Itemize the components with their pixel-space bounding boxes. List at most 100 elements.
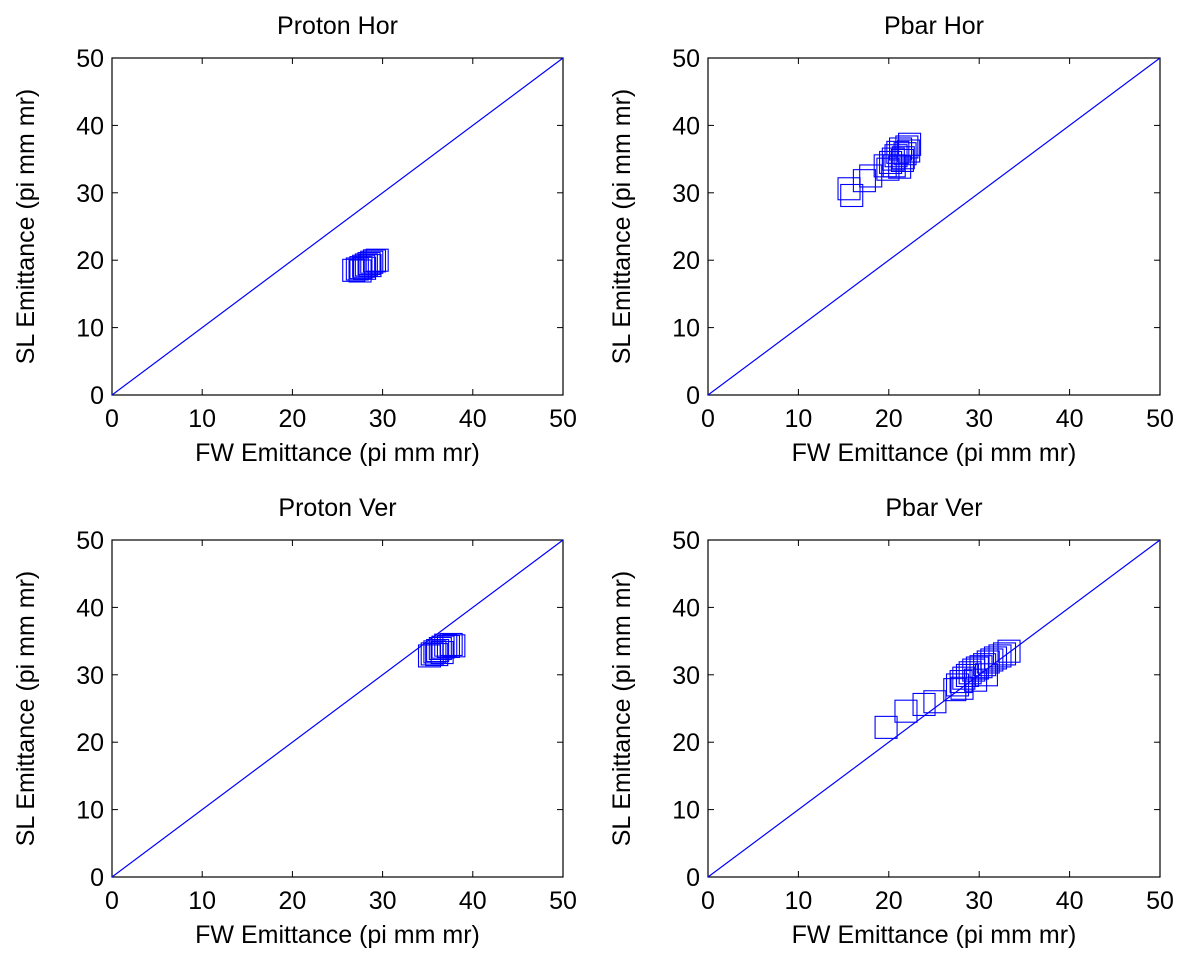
y-axis-label: SL Emittance (pi mm mr): [608, 571, 636, 847]
data-point: [992, 642, 1017, 666]
data-point: [897, 139, 921, 163]
y-tick-label: 0: [90, 864, 104, 892]
x-tick-label: 20: [875, 405, 903, 433]
data-point: [348, 259, 372, 283]
data-point: [345, 257, 369, 281]
x-tick-label: 50: [1146, 405, 1174, 433]
y-tick-label: 40: [76, 594, 104, 622]
x-axis-label: FW Emittance (pi mm mr): [792, 439, 1077, 467]
x-tick-label: 50: [549, 405, 577, 433]
x-tick-label: 0: [105, 887, 119, 915]
data-point: [974, 663, 998, 687]
x-axis-label: FW Emittance (pi mm mr): [195, 439, 480, 467]
data-point: [894, 699, 918, 723]
data-point: [353, 256, 377, 280]
y-axis-label: SL Emittance (pi mm mr): [608, 89, 636, 365]
x-tick-label: 0: [105, 405, 119, 433]
x-tick-label: 20: [875, 887, 903, 915]
reference-line: [111, 57, 564, 396]
x-tick-label: 40: [1056, 887, 1084, 915]
data-point: [888, 155, 912, 179]
chart-panel-4: Pbar Ver 0 10 20 30 40 50 0 10 20 30 40 50 FW Emittan…: [608, 494, 1174, 949]
chart-title: Proton Ver: [278, 494, 396, 522]
x-tick-label: 40: [459, 405, 487, 433]
x-tick-label: 0: [701, 887, 715, 915]
data-point: [442, 634, 466, 658]
x-tick-label: 10: [188, 887, 216, 915]
data-point: [358, 254, 382, 278]
data-point: [436, 634, 460, 659]
y-tick-label: 0: [90, 382, 104, 410]
x-tick-label: 30: [369, 887, 397, 915]
data-point: [859, 164, 883, 188]
x-tick-label: 30: [965, 887, 993, 915]
reference-line: [111, 539, 564, 878]
x-tick-label: 20: [278, 405, 306, 433]
data-point: [923, 690, 947, 714]
data-point: [357, 252, 381, 276]
y-axis-label: SL Emittance (pi mm mr): [12, 571, 40, 847]
y-tick-label: 10: [76, 797, 104, 825]
data-point: [852, 169, 876, 193]
data-point: [439, 632, 463, 657]
y-tick-label: 0: [686, 382, 700, 410]
y-axis-label: SL Emittance (pi mm mr): [12, 89, 40, 365]
data-point: [980, 648, 1004, 672]
data-point: [890, 148, 914, 172]
x-tick-label: 10: [188, 405, 216, 433]
data-point: [881, 147, 905, 171]
x-tick-label: 40: [1056, 405, 1084, 433]
x-tick-label: 40: [459, 887, 487, 915]
data-point: [945, 673, 970, 697]
x-axis-label: FW Emittance (pi mm mr): [195, 921, 480, 949]
chart-title: Proton Hor: [277, 12, 398, 40]
y-tick-label: 50: [672, 45, 700, 73]
chart-title: Pbar Hor: [884, 12, 984, 40]
data-point: [362, 249, 387, 273]
data-point: [360, 250, 384, 274]
chart-panel-1: Proton Hor 0 10 20 30 40 50 0 10 20 30 40 50 FW Emitt…: [12, 12, 577, 467]
chart-title: Pbar Ver: [885, 494, 982, 522]
y-tick-label: 10: [672, 797, 700, 825]
y-tick-label: 50: [76, 527, 104, 555]
y-tick-label: 10: [76, 315, 104, 343]
y-tick-label: 40: [76, 112, 104, 140]
data-point: [898, 132, 922, 156]
y-tick-label: 30: [76, 180, 104, 208]
y-tick-label: 30: [672, 662, 700, 690]
x-tick-label: 10: [784, 887, 812, 915]
reference-line: [707, 539, 1161, 878]
y-tick-label: 40: [672, 594, 700, 622]
data-point: [891, 146, 915, 170]
y-tick-label: 50: [672, 527, 700, 555]
x-tick-label: 0: [701, 405, 715, 433]
x-tick-label: 50: [549, 887, 577, 915]
data-point: [950, 676, 974, 700]
x-tick-label: 20: [278, 887, 306, 915]
y-tick-label: 30: [672, 180, 700, 208]
data-point: [434, 633, 458, 657]
data-point: [840, 183, 864, 208]
y-tick-label: 20: [76, 247, 104, 275]
data-point: [983, 646, 1008, 670]
y-tick-label: 50: [76, 45, 104, 73]
y-tick-label: 10: [672, 315, 700, 343]
y-tick-label: 40: [672, 112, 700, 140]
data-point: [430, 641, 454, 665]
x-axis-label: FW Emittance (pi mm mr): [792, 921, 1077, 949]
chart-panel-3: Proton Ver 0 10 20 30 40 50 0 10 20 30 40 50 FW Emitt…: [12, 494, 577, 949]
data-point: [837, 177, 861, 201]
x-tick-label: 30: [369, 405, 397, 433]
x-tick-label: 50: [1146, 887, 1174, 915]
data-point: [882, 154, 906, 178]
chart-panel-2: Pbar Hor 0 10 20 30 40 50 0 10 20 30 40 50 FW Emittan…: [608, 12, 1174, 467]
y-tick-label: 0: [686, 864, 700, 892]
x-tick-label: 10: [784, 405, 812, 433]
data-point: [988, 644, 1012, 668]
y-tick-label: 20: [672, 729, 700, 757]
data-point: [425, 643, 449, 667]
reference-line: [707, 57, 1161, 396]
y-tick-label: 30: [76, 662, 104, 690]
y-tick-label: 20: [672, 247, 700, 275]
